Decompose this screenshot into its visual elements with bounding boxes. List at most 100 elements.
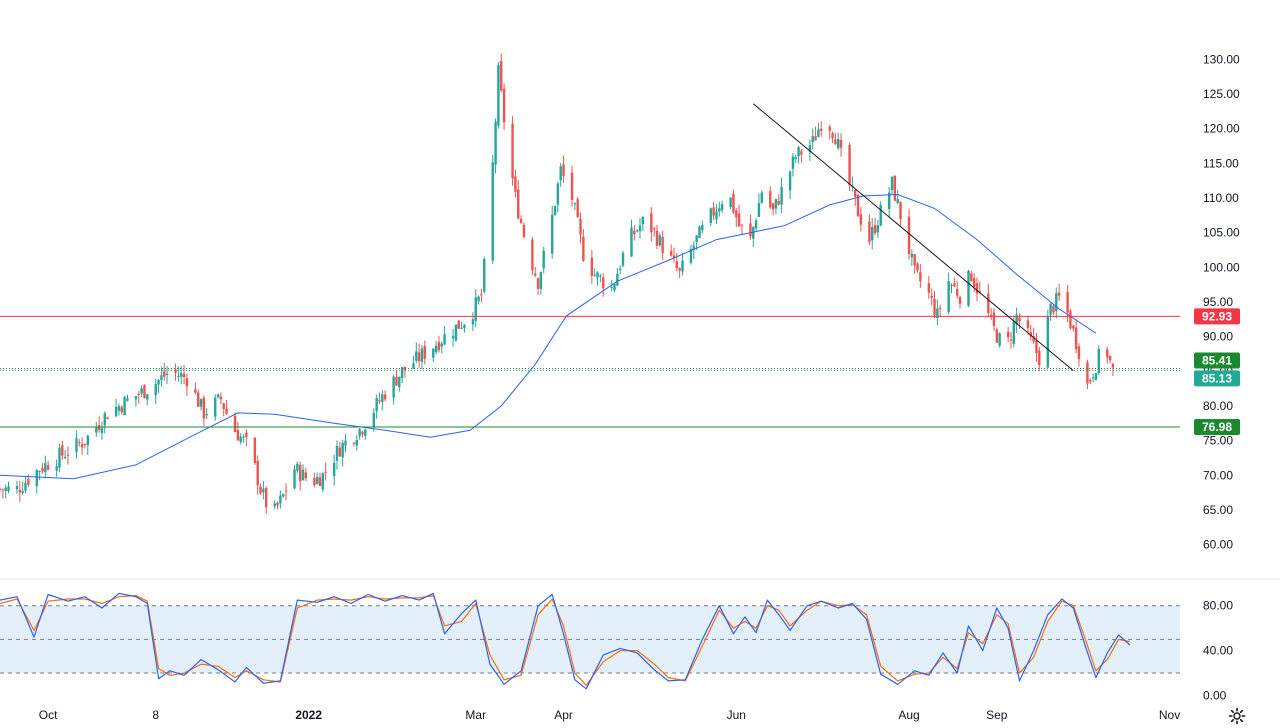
candle-body	[936, 308, 939, 319]
candle-body	[392, 376, 395, 398]
candle-body	[992, 312, 996, 327]
candle-body	[18, 489, 22, 493]
candle-body	[157, 380, 160, 385]
candle-body	[55, 466, 58, 471]
candle-body	[967, 270, 970, 306]
candle-body	[771, 203, 775, 210]
candle-body	[457, 320, 460, 329]
candle-body	[718, 208, 721, 212]
candle-body	[658, 235, 662, 246]
candle-body	[313, 478, 316, 486]
candle-body	[732, 193, 735, 213]
candle-body	[890, 176, 894, 191]
time-tick-label: Apr	[554, 708, 573, 722]
price-tick-label: 70.00	[1203, 468, 1233, 482]
candle-body	[262, 488, 265, 493]
candle-body	[381, 394, 384, 403]
candle-body	[80, 444, 84, 448]
candle-body	[695, 235, 698, 242]
candle-body	[834, 139, 837, 145]
candle-body	[239, 436, 242, 443]
candle-body	[154, 383, 157, 396]
candle-body	[655, 230, 659, 246]
level-tag	[1194, 418, 1240, 435]
candle-body	[514, 176, 517, 192]
candle-body	[491, 162, 494, 261]
candle-body	[483, 258, 486, 292]
candle-body	[214, 397, 217, 417]
candle-body	[576, 199, 579, 218]
time-tick-label: Sep	[986, 708, 1008, 722]
candle-body	[293, 469, 296, 489]
candle-body	[0, 488, 2, 490]
price-tick-label: 90.00	[1203, 330, 1233, 344]
candle-body	[808, 145, 812, 152]
candle-body	[536, 278, 540, 289]
candle-body	[1097, 348, 1100, 374]
candle-body	[1046, 316, 1049, 368]
candle-body	[797, 147, 800, 157]
candle-body	[205, 414, 208, 416]
candle-body	[165, 373, 169, 376]
candle-body	[675, 261, 679, 269]
candle-body	[729, 197, 732, 208]
candle-body	[395, 377, 398, 386]
candle-body	[740, 224, 744, 226]
candle-body	[630, 227, 633, 257]
candle-body	[253, 437, 257, 463]
candle-body	[143, 385, 146, 399]
moving-average-group	[0, 193, 1097, 480]
gear-icon[interactable]	[1228, 707, 1246, 725]
candle-body	[712, 207, 715, 216]
candle-body	[876, 225, 880, 233]
candle-body	[678, 268, 681, 271]
candle-body	[930, 295, 933, 298]
candle-body	[618, 268, 622, 271]
candle-body	[315, 477, 319, 484]
candle-body	[859, 214, 863, 225]
candle-body	[219, 396, 223, 400]
candle-body	[1086, 362, 1089, 384]
candle-body	[542, 250, 545, 269]
candle-body	[44, 463, 47, 473]
time-tick-label: 2022	[295, 708, 322, 722]
candle-body	[222, 403, 225, 410]
candle-body	[919, 272, 922, 281]
candle-body	[933, 298, 936, 316]
candle-body	[471, 319, 475, 325]
candle-body	[160, 375, 163, 381]
candle-body	[1091, 377, 1095, 379]
candle-body	[180, 373, 183, 377]
candle-body	[443, 334, 446, 345]
candle-body	[185, 378, 189, 387]
candle-body	[460, 327, 463, 329]
oscillator-band-group	[0, 605, 1180, 674]
candle-body	[511, 123, 514, 179]
candle-body	[477, 296, 480, 302]
candle-body	[1009, 339, 1013, 341]
time-tick-label: Oct	[39, 708, 58, 722]
candle-body	[848, 144, 851, 186]
candle-body	[298, 464, 302, 482]
candle-body	[800, 151, 803, 155]
level-tag-label: 76.98	[1202, 420, 1232, 434]
candle-body	[1029, 332, 1032, 337]
candle-body	[972, 278, 976, 287]
candle-body	[757, 202, 761, 217]
candle-body	[1012, 321, 1016, 344]
candle-body	[123, 397, 126, 416]
candle-body	[420, 348, 424, 362]
candle-body	[570, 172, 574, 200]
candle-body	[735, 210, 738, 218]
time-tick-label: Nov	[1159, 708, 1180, 722]
candle-body	[199, 398, 203, 407]
candle-body	[264, 487, 268, 508]
candle-body	[650, 213, 653, 233]
candle-body	[641, 216, 645, 224]
stochastic-d-line	[0, 594, 1131, 687]
candle-body	[596, 272, 599, 278]
stochastic-group	[0, 592, 1131, 690]
candle-body	[556, 183, 560, 205]
candle-body	[273, 503, 276, 507]
